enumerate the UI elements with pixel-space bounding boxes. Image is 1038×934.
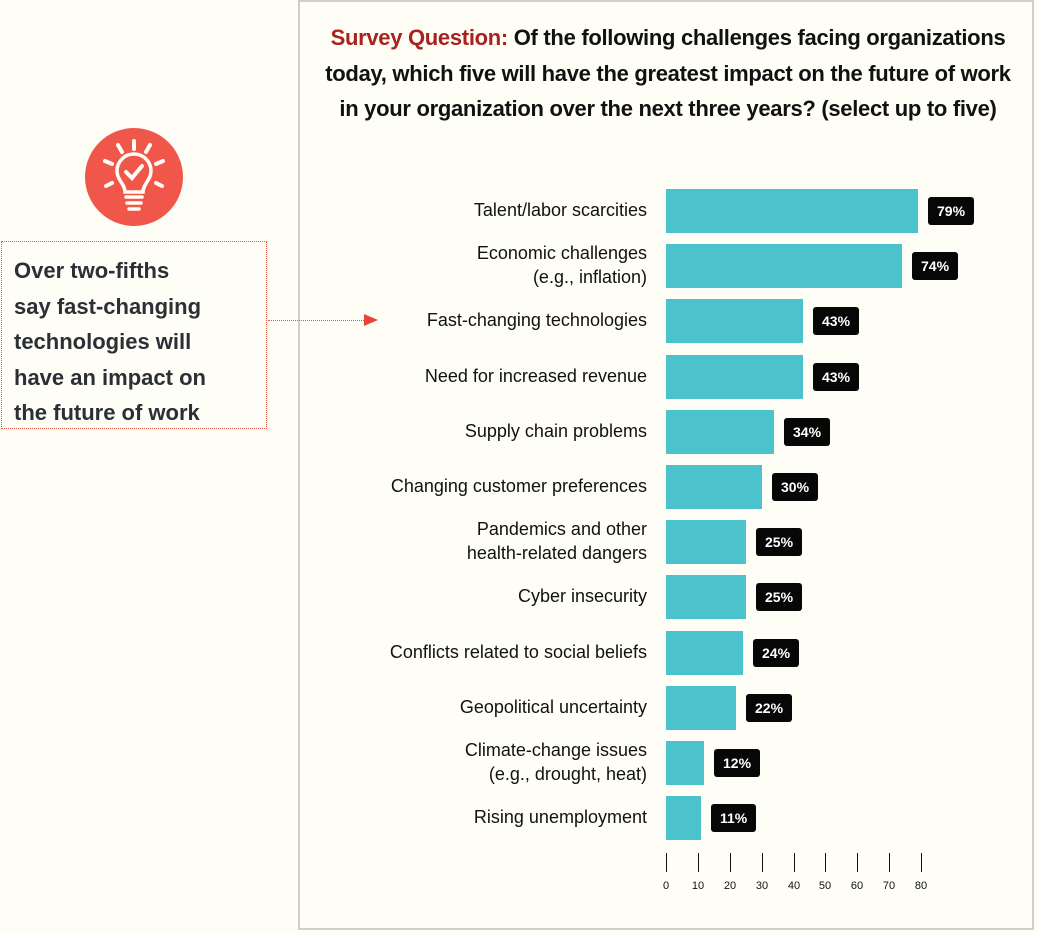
category-label-line: Need for increased revenue xyxy=(424,366,647,386)
x-axis-tick xyxy=(825,853,826,872)
category-label-line: Pandemics and other xyxy=(476,519,647,539)
callout-line: technologies will xyxy=(14,329,192,354)
category-label-line: Conflicts related to social beliefs xyxy=(389,642,647,662)
chart-title: Survey Question: Of the following challe… xyxy=(322,20,1014,127)
category-label: Changing customer preferences xyxy=(391,474,647,498)
callout-text: Over two-fifths say fast-changing techno… xyxy=(14,253,264,431)
category-label: Geopolitical uncertainty xyxy=(460,695,647,719)
bar-value-label: 74% xyxy=(912,252,959,280)
bar-value-label: 22% xyxy=(746,694,793,722)
category-label-line: (e.g., drought, heat) xyxy=(488,764,647,784)
category-label: Climate-change issues (e.g., drought, hea… xyxy=(465,738,647,786)
category-label: Fast-changing technologies xyxy=(427,308,647,332)
category-label: Pandemics and other health-related danger… xyxy=(467,517,647,565)
bar xyxy=(666,299,803,343)
chart-title-lead: Survey Question: xyxy=(330,25,509,50)
bar-value-label: 30% xyxy=(772,473,819,501)
bar-value-label: 25% xyxy=(756,528,803,556)
x-axis-tick-label: 0 xyxy=(662,880,670,892)
x-axis-tick xyxy=(698,853,699,872)
bar xyxy=(666,741,704,785)
x-axis-tick-label: 30 xyxy=(755,880,769,892)
category-label: Cyber insecurity xyxy=(518,584,647,608)
bar xyxy=(666,355,803,399)
category-label: Talent/labor scarcities xyxy=(474,198,647,222)
bar xyxy=(666,520,746,564)
lightbulb-check-icon xyxy=(85,128,183,226)
bar-value-label: 43% xyxy=(813,363,860,391)
x-axis-tick xyxy=(762,853,763,872)
x-axis-tick-label: 10 xyxy=(691,880,705,892)
bar-value-label: 11% xyxy=(711,804,757,832)
x-axis-tick xyxy=(921,853,922,872)
x-axis-tick-label: 50 xyxy=(818,880,832,892)
category-label-line: (e.g., inflation) xyxy=(532,267,647,287)
x-axis-tick xyxy=(666,853,667,872)
category-label-line: Changing customer preferences xyxy=(390,476,647,496)
category-label: Conflicts related to social beliefs xyxy=(390,640,647,664)
category-label-line: Supply chain problems xyxy=(464,421,647,441)
chart-title-question: Of the following challenges facing organ… xyxy=(325,25,1011,121)
category-label: Rising unemployment xyxy=(474,805,647,829)
bar-value-label: 25% xyxy=(756,583,803,611)
bar xyxy=(666,244,902,288)
category-label-line: Economic challenges xyxy=(476,243,647,263)
bar-value-label: 12% xyxy=(714,749,761,777)
callout-connector-line xyxy=(268,320,372,321)
bar xyxy=(666,631,743,675)
x-axis-tick-label: 80 xyxy=(914,880,928,892)
category-label-line: Cyber insecurity xyxy=(517,586,647,606)
callout-line: say fast-changing xyxy=(14,293,202,319)
callout-box xyxy=(1,241,267,429)
arrow-right-icon xyxy=(364,314,378,326)
category-label-line: Talent/labor scarcities xyxy=(473,200,647,220)
category-label: Supply chain problems xyxy=(465,419,647,443)
category-label: Need for increased revenue xyxy=(425,364,647,388)
x-axis-tick xyxy=(730,853,731,872)
bar xyxy=(666,796,701,840)
x-axis-tick xyxy=(889,853,890,872)
bar xyxy=(666,189,918,233)
x-axis-tick-label: 60 xyxy=(850,880,864,892)
bar-value-label: 24% xyxy=(753,639,800,667)
bar xyxy=(666,686,736,730)
x-axis-tick-label: 40 xyxy=(787,880,801,892)
bar-value-label: 79% xyxy=(928,197,975,225)
callout-line: the future of work xyxy=(14,400,200,425)
bar xyxy=(666,465,762,509)
category-label: Economic challenges (e.g., inflation) xyxy=(477,241,647,289)
x-axis-tick-label: 20 xyxy=(723,880,737,892)
bar xyxy=(666,410,774,454)
category-label-line: health-related dangers xyxy=(466,543,647,563)
bar-value-label: 43% xyxy=(813,307,860,335)
bar-value-label: 34% xyxy=(784,418,831,446)
category-label-line: Rising unemployment xyxy=(473,807,647,827)
x-axis-tick-label: 70 xyxy=(882,880,896,892)
category-label-line: Geopolitical uncertainty xyxy=(459,697,647,717)
category-label-line: Climate-change issues xyxy=(464,740,647,760)
bar xyxy=(666,575,746,619)
callout-line: have an impact on xyxy=(14,364,206,390)
x-axis-tick xyxy=(857,853,858,872)
x-axis-tick xyxy=(794,853,795,872)
callout-line: Over two-fifths xyxy=(14,258,170,283)
category-label-line: Fast-changing technologies xyxy=(426,310,647,330)
